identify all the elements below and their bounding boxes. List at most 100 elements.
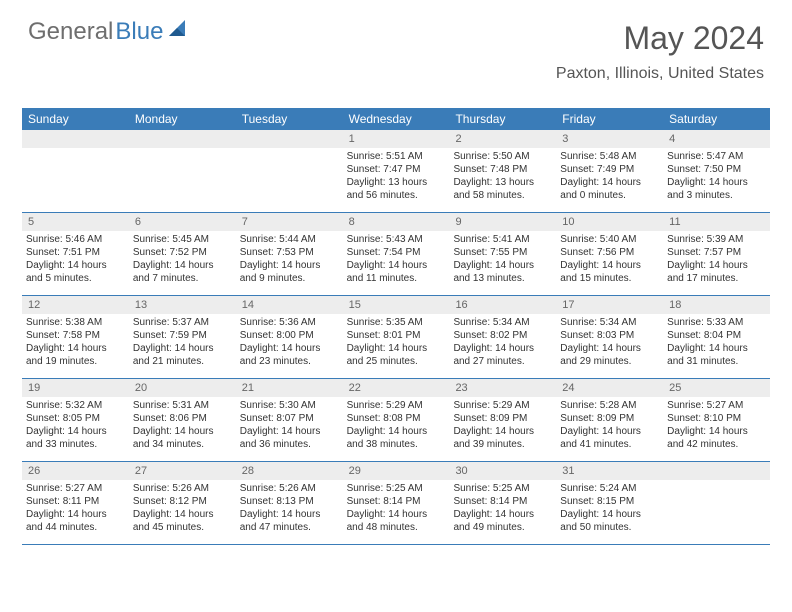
day-number: 11 bbox=[663, 213, 770, 231]
day-cell: 9Sunrise: 5:41 AMSunset: 7:55 PMDaylight… bbox=[449, 213, 556, 295]
day-number: 14 bbox=[236, 296, 343, 314]
sunrise-text: Sunrise: 5:25 AM bbox=[347, 482, 446, 495]
day-cell: 19Sunrise: 5:32 AMSunset: 8:05 PMDayligh… bbox=[22, 379, 129, 461]
daylight-text: Daylight: 14 hours and 5 minutes. bbox=[26, 259, 125, 285]
day-body: Sunrise: 5:26 AMSunset: 8:13 PMDaylight:… bbox=[236, 480, 343, 540]
day-cell: 28Sunrise: 5:26 AMSunset: 8:13 PMDayligh… bbox=[236, 462, 343, 544]
weekday-header: Wednesday bbox=[343, 108, 450, 130]
day-number: 31 bbox=[556, 462, 663, 480]
sunrise-text: Sunrise: 5:33 AM bbox=[667, 316, 766, 329]
logo-text-blue: Blue bbox=[115, 18, 163, 46]
day-body: Sunrise: 5:40 AMSunset: 7:56 PMDaylight:… bbox=[556, 231, 663, 291]
day-body: Sunrise: 5:45 AMSunset: 7:52 PMDaylight:… bbox=[129, 231, 236, 291]
day-cell: 6Sunrise: 5:45 AMSunset: 7:52 PMDaylight… bbox=[129, 213, 236, 295]
day-body: Sunrise: 5:44 AMSunset: 7:53 PMDaylight:… bbox=[236, 231, 343, 291]
day-number: 27 bbox=[129, 462, 236, 480]
day-number: 9 bbox=[449, 213, 556, 231]
week-row: 12Sunrise: 5:38 AMSunset: 7:58 PMDayligh… bbox=[22, 296, 770, 379]
sunrise-text: Sunrise: 5:51 AM bbox=[347, 150, 446, 163]
logo-text-general: General bbox=[28, 18, 113, 46]
header: May 2024 Paxton, Illinois, United States bbox=[556, 20, 764, 83]
sunrise-text: Sunrise: 5:31 AM bbox=[133, 399, 232, 412]
sunset-text: Sunset: 8:13 PM bbox=[240, 495, 339, 508]
day-cell: 22Sunrise: 5:29 AMSunset: 8:08 PMDayligh… bbox=[343, 379, 450, 461]
sunrise-text: Sunrise: 5:34 AM bbox=[453, 316, 552, 329]
sunset-text: Sunset: 8:04 PM bbox=[667, 329, 766, 342]
day-number: 23 bbox=[449, 379, 556, 397]
day-body: Sunrise: 5:34 AMSunset: 8:03 PMDaylight:… bbox=[556, 314, 663, 374]
day-cell: 27Sunrise: 5:26 AMSunset: 8:12 PMDayligh… bbox=[129, 462, 236, 544]
day-number: 18 bbox=[663, 296, 770, 314]
day-cell: 17Sunrise: 5:34 AMSunset: 8:03 PMDayligh… bbox=[556, 296, 663, 378]
sunrise-text: Sunrise: 5:27 AM bbox=[667, 399, 766, 412]
day-cell: 11Sunrise: 5:39 AMSunset: 7:57 PMDayligh… bbox=[663, 213, 770, 295]
day-cell: 20Sunrise: 5:31 AMSunset: 8:06 PMDayligh… bbox=[129, 379, 236, 461]
sail-icon bbox=[167, 18, 189, 40]
day-body: Sunrise: 5:36 AMSunset: 8:00 PMDaylight:… bbox=[236, 314, 343, 374]
weekday-header: Monday bbox=[129, 108, 236, 130]
day-cell: 13Sunrise: 5:37 AMSunset: 7:59 PMDayligh… bbox=[129, 296, 236, 378]
day-cell: 1Sunrise: 5:51 AMSunset: 7:47 PMDaylight… bbox=[343, 130, 450, 212]
daylight-text: Daylight: 14 hours and 39 minutes. bbox=[453, 425, 552, 451]
day-cell: 8Sunrise: 5:43 AMSunset: 7:54 PMDaylight… bbox=[343, 213, 450, 295]
day-body: Sunrise: 5:31 AMSunset: 8:06 PMDaylight:… bbox=[129, 397, 236, 457]
day-number: 7 bbox=[236, 213, 343, 231]
day-body: Sunrise: 5:34 AMSunset: 8:02 PMDaylight:… bbox=[449, 314, 556, 374]
day-number: 29 bbox=[343, 462, 450, 480]
day-number: 28 bbox=[236, 462, 343, 480]
day-number: 19 bbox=[22, 379, 129, 397]
day-cell: 3Sunrise: 5:48 AMSunset: 7:49 PMDaylight… bbox=[556, 130, 663, 212]
weekday-header: Saturday bbox=[663, 108, 770, 130]
sunset-text: Sunset: 8:08 PM bbox=[347, 412, 446, 425]
sunrise-text: Sunrise: 5:47 AM bbox=[667, 150, 766, 163]
sunset-text: Sunset: 8:01 PM bbox=[347, 329, 446, 342]
daylight-text: Daylight: 14 hours and 9 minutes. bbox=[240, 259, 339, 285]
day-cell: 18Sunrise: 5:33 AMSunset: 8:04 PMDayligh… bbox=[663, 296, 770, 378]
daylight-text: Daylight: 14 hours and 49 minutes. bbox=[453, 508, 552, 534]
day-body: Sunrise: 5:24 AMSunset: 8:15 PMDaylight:… bbox=[556, 480, 663, 540]
sunset-text: Sunset: 7:56 PM bbox=[560, 246, 659, 259]
sunset-text: Sunset: 7:55 PM bbox=[453, 246, 552, 259]
sunset-text: Sunset: 7:53 PM bbox=[240, 246, 339, 259]
calendar: SundayMondayTuesdayWednesdayThursdayFrid… bbox=[22, 108, 770, 545]
sunset-text: Sunset: 7:58 PM bbox=[26, 329, 125, 342]
daylight-text: Daylight: 14 hours and 44 minutes. bbox=[26, 508, 125, 534]
daylight-text: Daylight: 14 hours and 45 minutes. bbox=[133, 508, 232, 534]
weekday-header: Friday bbox=[556, 108, 663, 130]
day-number: 25 bbox=[663, 379, 770, 397]
day-body: Sunrise: 5:30 AMSunset: 8:07 PMDaylight:… bbox=[236, 397, 343, 457]
day-number bbox=[22, 130, 129, 148]
daylight-text: Daylight: 14 hours and 47 minutes. bbox=[240, 508, 339, 534]
sunrise-text: Sunrise: 5:26 AM bbox=[240, 482, 339, 495]
day-body: Sunrise: 5:41 AMSunset: 7:55 PMDaylight:… bbox=[449, 231, 556, 291]
day-number: 4 bbox=[663, 130, 770, 148]
day-cell bbox=[663, 462, 770, 544]
day-number: 21 bbox=[236, 379, 343, 397]
daylight-text: Daylight: 14 hours and 15 minutes. bbox=[560, 259, 659, 285]
day-cell: 29Sunrise: 5:25 AMSunset: 8:14 PMDayligh… bbox=[343, 462, 450, 544]
daylight-text: Daylight: 14 hours and 11 minutes. bbox=[347, 259, 446, 285]
day-number: 1 bbox=[343, 130, 450, 148]
daylight-text: Daylight: 14 hours and 48 minutes. bbox=[347, 508, 446, 534]
day-number: 17 bbox=[556, 296, 663, 314]
sunrise-text: Sunrise: 5:44 AM bbox=[240, 233, 339, 246]
day-number: 30 bbox=[449, 462, 556, 480]
day-cell: 14Sunrise: 5:36 AMSunset: 8:00 PMDayligh… bbox=[236, 296, 343, 378]
sunrise-text: Sunrise: 5:27 AM bbox=[26, 482, 125, 495]
day-cell: 25Sunrise: 5:27 AMSunset: 8:10 PMDayligh… bbox=[663, 379, 770, 461]
day-cell bbox=[129, 130, 236, 212]
day-body: Sunrise: 5:48 AMSunset: 7:49 PMDaylight:… bbox=[556, 148, 663, 208]
daylight-text: Daylight: 14 hours and 23 minutes. bbox=[240, 342, 339, 368]
day-body: Sunrise: 5:25 AMSunset: 8:14 PMDaylight:… bbox=[449, 480, 556, 540]
daylight-text: Daylight: 14 hours and 38 minutes. bbox=[347, 425, 446, 451]
daylight-text: Daylight: 14 hours and 27 minutes. bbox=[453, 342, 552, 368]
daylight-text: Daylight: 14 hours and 42 minutes. bbox=[667, 425, 766, 451]
sunrise-text: Sunrise: 5:29 AM bbox=[453, 399, 552, 412]
day-number: 24 bbox=[556, 379, 663, 397]
day-cell: 16Sunrise: 5:34 AMSunset: 8:02 PMDayligh… bbox=[449, 296, 556, 378]
sunset-text: Sunset: 8:14 PM bbox=[453, 495, 552, 508]
day-number: 16 bbox=[449, 296, 556, 314]
day-body: Sunrise: 5:27 AMSunset: 8:11 PMDaylight:… bbox=[22, 480, 129, 540]
sunrise-text: Sunrise: 5:35 AM bbox=[347, 316, 446, 329]
sunset-text: Sunset: 8:03 PM bbox=[560, 329, 659, 342]
